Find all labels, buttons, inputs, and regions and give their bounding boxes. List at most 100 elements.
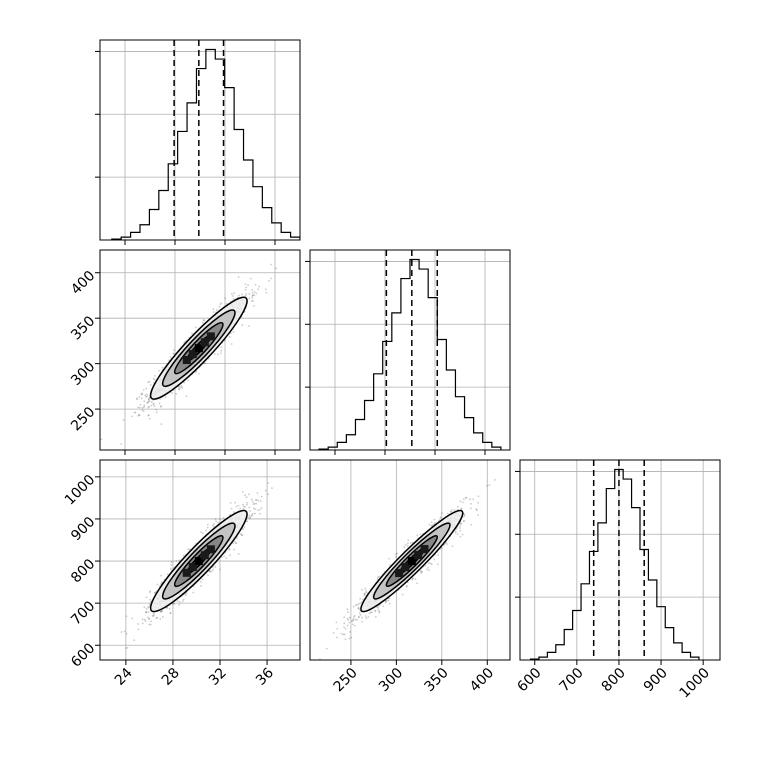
scatter-point [270, 277, 273, 280]
scatter-point [152, 403, 155, 406]
scatter-point [233, 548, 235, 551]
scatter-point [454, 531, 457, 534]
scatter-point [211, 524, 214, 527]
scatter-point [395, 555, 397, 558]
scatter-point [253, 291, 256, 293]
scatter-point [255, 292, 258, 295]
scatter-point [170, 561, 173, 564]
scatter-point [152, 377, 155, 380]
scatter-point [233, 540, 236, 543]
scatter-point [178, 604, 181, 606]
scatter-point [376, 578, 379, 581]
scatter-point [259, 512, 261, 515]
scatter-point [141, 622, 144, 625]
scatter-point [246, 501, 249, 504]
scatter-point [476, 509, 478, 512]
scatter-point [152, 612, 155, 615]
scatter-point [465, 496, 468, 499]
scatter-point [192, 591, 195, 594]
scatter-point [147, 406, 150, 409]
scatter-point [373, 609, 376, 612]
scatter-point [426, 568, 428, 571]
density-core-cell [200, 551, 209, 560]
scatter-point [356, 604, 358, 606]
scatter-point [173, 603, 176, 605]
scatter-point [239, 507, 242, 510]
scatter-point [149, 384, 152, 386]
scatter-point [285, 455, 287, 457]
scatter-point [237, 504, 240, 507]
scatter-point [206, 526, 209, 529]
scatter-point [230, 343, 233, 345]
scatter-point [204, 529, 207, 532]
scatter-point [160, 610, 162, 613]
scatter-point [137, 623, 139, 625]
scatter-point [212, 569, 215, 571]
scatter-point [235, 542, 238, 545]
scatter-point [228, 547, 231, 550]
scatter-point [453, 509, 456, 512]
scatter-point [244, 294, 247, 297]
y-tick-label: 400 [68, 268, 98, 298]
scatter-point [183, 381, 186, 384]
scatter-point [220, 302, 223, 305]
scatter-point [378, 610, 381, 613]
scatter-point [251, 512, 254, 515]
scatter-point [343, 616, 346, 619]
panel-diag-0 [95, 39, 301, 245]
scatter-point [357, 616, 360, 619]
scatter-point [212, 308, 215, 311]
scatter-point [267, 481, 269, 484]
scatter-point [218, 305, 221, 308]
scatter-point [152, 402, 155, 405]
scatter-point [350, 620, 353, 623]
y-tick-label: 600 [68, 640, 98, 670]
scatter-point [159, 611, 162, 613]
scatter-point [439, 517, 442, 520]
scatter-point [141, 393, 144, 396]
scatter-point [350, 636, 353, 639]
x-tick-label: 36 [253, 665, 277, 689]
scatter-point [268, 280, 271, 282]
scatter-point [346, 608, 349, 611]
scatter-point [209, 570, 211, 573]
scatter-point [145, 607, 148, 610]
scatter-point [236, 537, 238, 540]
histogram-step [318, 258, 502, 450]
x-tick-label: 900 [641, 665, 671, 695]
scatter-point [143, 404, 146, 407]
scatter-point [150, 401, 153, 403]
scatter-point [242, 528, 244, 531]
scatter-point [225, 557, 228, 560]
scatter-point [340, 632, 343, 635]
scatter-point [247, 284, 249, 286]
scatter-point [438, 519, 440, 522]
scatter-point [459, 527, 461, 529]
scatter-point [247, 325, 250, 327]
scatter-point [253, 502, 256, 505]
scatter-point [238, 294, 240, 297]
scatter-point [251, 291, 254, 294]
scatter-point [260, 506, 263, 509]
histogram-step [529, 468, 700, 660]
scatter-point [212, 525, 215, 528]
scatter-point [139, 403, 142, 406]
scatter-point [155, 411, 158, 414]
scatter-point [144, 394, 146, 397]
x-tick-label: 24 [112, 665, 136, 689]
scatter-point [137, 628, 140, 631]
scatter-point [125, 632, 128, 635]
scatter-point [203, 319, 206, 322]
scatter-point [148, 617, 151, 620]
scatter-point [131, 617, 134, 620]
scatter-point [414, 578, 417, 581]
scatter-point [230, 293, 233, 295]
scatter-point [146, 402, 148, 404]
scatter-point [376, 576, 379, 579]
scatter-point [245, 496, 248, 499]
scatter-point [148, 400, 151, 403]
scatter-point [477, 501, 479, 504]
scatter-point [253, 305, 255, 307]
scatter-point [228, 549, 230, 551]
scatter-point [169, 355, 172, 358]
